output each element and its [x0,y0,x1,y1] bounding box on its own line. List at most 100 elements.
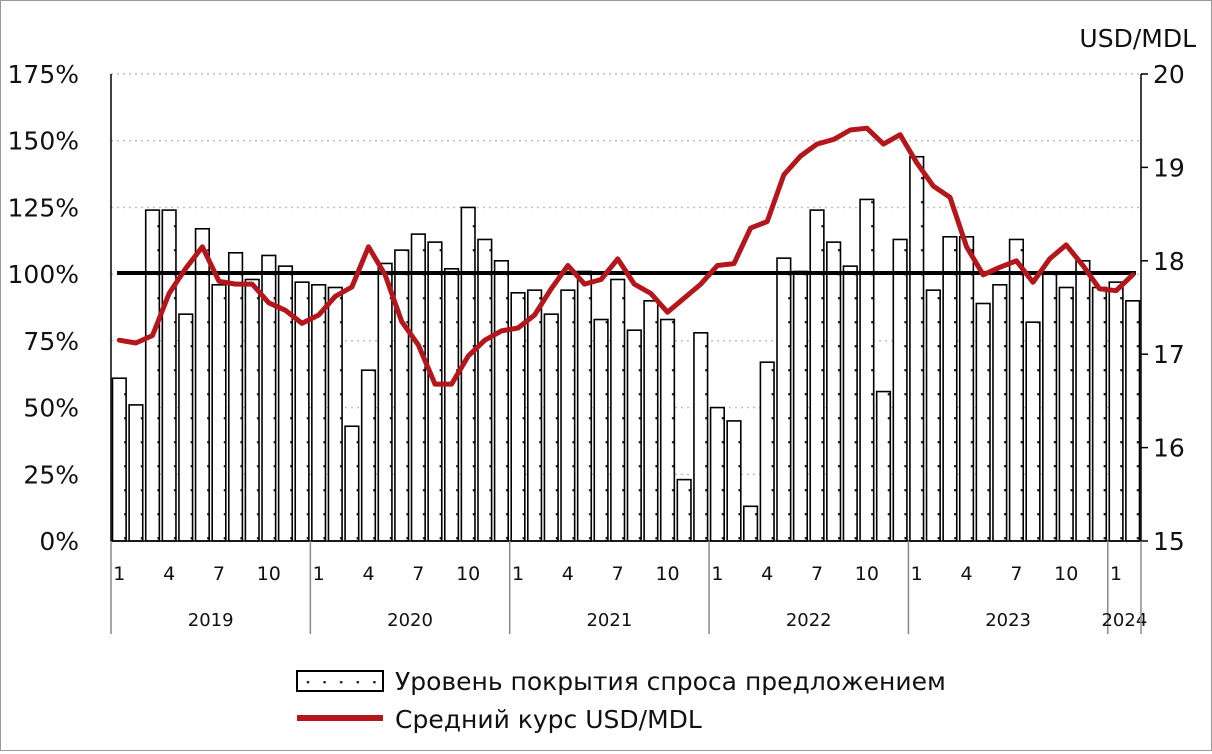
bar-mark [229,253,243,541]
bar-mark [1010,239,1024,541]
year-label: 2022 [786,610,832,631]
bar-mark [760,362,774,541]
bar-mark [129,405,143,541]
bar-mark [927,290,941,541]
bar-mark [993,285,1007,541]
left-tick-label: 75% [23,327,79,356]
bar-mark [1076,261,1090,541]
bar-mark [611,279,625,541]
bar-mark [312,285,326,541]
bar-mark [345,426,359,541]
month-tick-label: 4 [761,563,773,585]
bar-mark [112,378,126,541]
bar-mark [561,290,575,541]
month-tick-label: 1 [911,563,923,585]
month-tick-label: 1 [313,563,325,585]
bar-mark [362,370,376,541]
month-tick-label: 4 [562,563,574,585]
bar-mark [694,333,708,541]
left-tick-label: 150% [8,127,79,156]
right-tick-label: 15 [1153,527,1185,556]
bar-mark [1109,282,1123,541]
right-tick-label: 18 [1153,247,1185,276]
bar-mark [827,242,841,541]
month-tick-label: 7 [612,563,624,585]
month-tick-label: 10 [655,563,679,585]
bar-mark [877,392,891,541]
left-tick-label: 175% [8,60,79,89]
month-tick-label: 1 [1110,563,1122,585]
year-label: 2019 [188,610,234,631]
bar-mark [960,237,974,541]
bar-mark [810,210,824,541]
month-tick-label: 4 [362,563,374,585]
bar-mark [1093,287,1107,541]
left-tick-label: 100% [8,260,79,289]
bar-mark [461,207,475,541]
month-tick-label: 1 [711,563,723,585]
bar-mark [378,263,392,541]
right-tick-label: 19 [1153,153,1185,182]
bar-mark [843,266,857,541]
bar-mark [777,258,791,541]
bar-mark [627,330,641,541]
bar-mark [976,303,990,541]
bar-mark [860,199,874,541]
month-tick-label: 7 [412,563,424,585]
bar-mark [794,271,808,541]
right-axis-unit: USD/MDL [1079,24,1196,53]
month-tick-label: 10 [257,563,281,585]
bar-mark [1059,287,1073,541]
bar-mark [893,239,907,541]
bar-mark [495,261,509,541]
bar-mark [395,250,409,541]
bar-mark [179,314,193,541]
year-label: 2023 [985,610,1031,631]
bar-series [112,157,1139,541]
legend-line-label: Средний курс USD/MDL [395,705,702,734]
right-tick-label: 20 [1153,60,1185,89]
month-tick-label: 10 [456,563,480,585]
right-tick-label: 17 [1153,340,1185,369]
bar-mark [711,408,725,541]
year-label: 2020 [387,610,433,631]
right-tick-label: 16 [1153,434,1185,463]
bar-mark [544,314,558,541]
month-tick-label: 10 [855,563,879,585]
bar-mark [644,301,658,541]
bar-mark [661,320,675,541]
bar-mark [428,242,442,541]
bar-mark [1126,301,1140,541]
bar-mark [943,237,957,541]
bar-mark [146,210,160,541]
bar-mark [594,320,608,541]
left-tick-label: 25% [23,460,79,489]
bar-mark [245,279,259,541]
month-tick-label: 10 [1054,563,1078,585]
left-tick-label: 125% [8,193,79,222]
month-tick-label: 4 [961,563,973,585]
month-tick-label: 1 [512,563,524,585]
bar-mark [910,157,924,541]
month-tick-label: 7 [811,563,823,585]
month-tick-label: 4 [163,563,175,585]
legend: Уровень покрытия спроса предложением Сре… [297,667,946,734]
left-tick-label: 0% [39,527,79,556]
bar-mark [1026,322,1040,541]
bar-mark [478,239,492,541]
bar-mark [212,285,226,541]
year-label: 2021 [586,610,632,631]
legend-bar-swatch [297,671,383,691]
legend-bar-label: Уровень покрытия спроса предложением [395,667,946,696]
bar-mark [727,421,741,541]
bar-mark [445,269,459,541]
bar-mark [677,480,691,541]
month-tick-label: 7 [213,563,225,585]
month-tick-label: 1 [113,563,125,585]
bar-mark [196,229,210,541]
bar-mark [578,271,592,541]
left-tick-label: 50% [23,394,79,423]
bar-mark [744,506,758,541]
